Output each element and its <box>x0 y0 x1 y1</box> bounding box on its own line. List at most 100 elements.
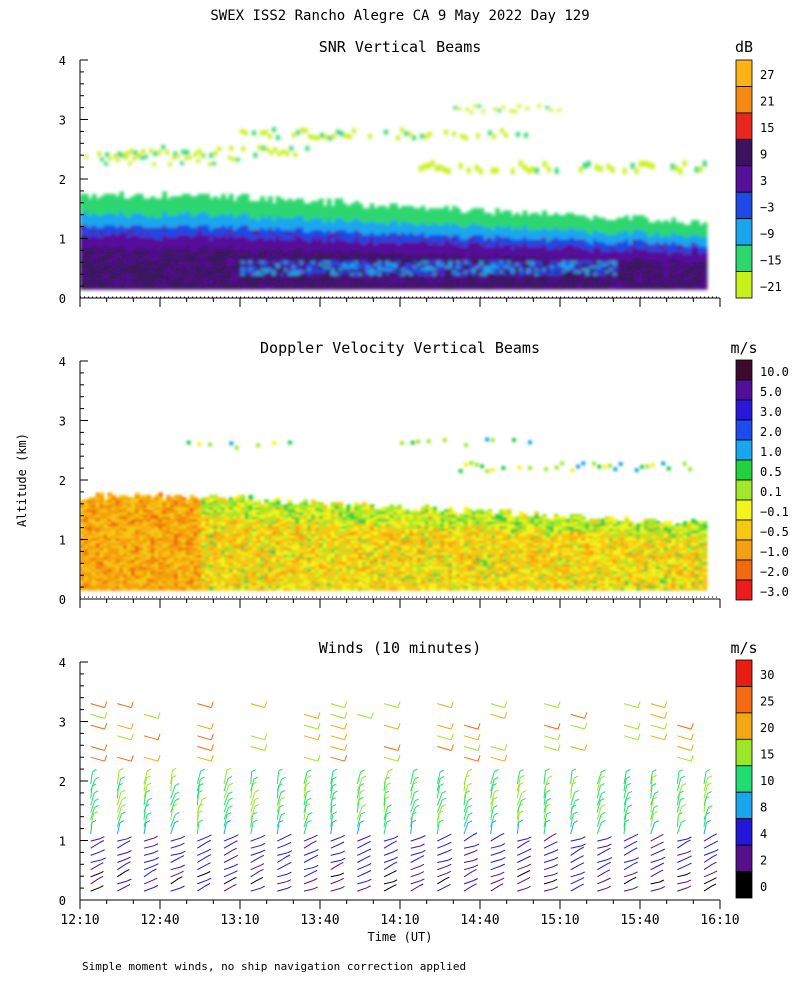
snr-cell <box>240 212 246 216</box>
snr-cell <box>436 212 442 216</box>
snr-cell <box>260 265 265 269</box>
snr-cell <box>201 277 207 281</box>
snr-cell <box>369 220 375 224</box>
snr-cell <box>158 208 163 212</box>
snr-cell <box>346 248 351 252</box>
snr-cell <box>303 234 308 238</box>
snr-cell <box>240 224 246 228</box>
snr-cell <box>542 212 547 216</box>
snr-field <box>80 104 708 290</box>
snr-cell <box>189 222 195 226</box>
snr-cell <box>530 222 536 226</box>
snr-cell <box>577 277 583 281</box>
snr-cell <box>287 198 293 202</box>
snr-cell <box>130 234 136 238</box>
snr-cell <box>185 234 191 238</box>
snr-cell <box>193 222 199 226</box>
snr-cell <box>589 258 594 262</box>
snr-cell <box>322 265 328 269</box>
snr-cell <box>620 232 626 235</box>
snr-cell <box>393 243 398 247</box>
snr-cell <box>550 277 555 281</box>
snr-cell <box>154 274 160 278</box>
snr-cell <box>130 208 136 212</box>
snr-cell <box>538 239 543 243</box>
snr-cell <box>127 253 132 257</box>
snr-cell <box>177 248 183 252</box>
snr-cell <box>127 229 132 233</box>
snr-cell <box>303 208 308 212</box>
snr-cell <box>585 222 590 226</box>
snr-cell <box>91 286 97 290</box>
snr-cell <box>95 198 101 202</box>
snr-cell <box>291 203 297 207</box>
snr-cell <box>119 198 124 202</box>
snr-cell <box>561 279 567 283</box>
snr-cell <box>444 232 449 235</box>
snr-cell <box>256 215 261 219</box>
snr-cell <box>134 229 140 233</box>
snr-cell <box>170 227 175 231</box>
snr-cell <box>244 262 250 266</box>
snr-cell <box>369 210 375 214</box>
snr-cell <box>585 281 590 285</box>
snr-cell <box>189 267 195 271</box>
snr-cell <box>600 248 606 252</box>
snr-cell <box>209 220 214 224</box>
snr-cell <box>338 258 344 262</box>
snr-cell <box>170 265 175 269</box>
snr-cell <box>174 260 179 264</box>
snr-cell <box>315 241 320 245</box>
snr-cell <box>350 205 355 209</box>
snr-cell <box>252 236 257 240</box>
snr-cell <box>444 208 449 212</box>
snr-cell <box>217 272 222 276</box>
snr-cell <box>181 267 187 271</box>
snr-cell <box>291 227 297 231</box>
snr-cell <box>522 248 528 252</box>
snr-cell <box>224 258 230 262</box>
snr-cell <box>534 255 539 259</box>
snr-cell <box>174 217 179 221</box>
snr-cell <box>311 210 316 214</box>
snr-cell <box>283 212 289 216</box>
snr-cell <box>495 281 500 285</box>
snr-cell <box>557 246 563 250</box>
snr-cell <box>573 279 579 283</box>
snr-cell <box>612 220 618 224</box>
snr-cell <box>401 222 406 226</box>
snr-cell <box>170 241 175 245</box>
snr-cell <box>397 279 402 283</box>
snr-cell <box>530 248 536 252</box>
snr-cell <box>154 210 160 214</box>
snr-cell <box>107 236 113 240</box>
snr-cell <box>326 232 332 235</box>
snr-cell <box>616 255 622 259</box>
snr-cell <box>103 246 109 250</box>
snr-cell <box>95 234 101 238</box>
snr-cell <box>514 272 520 276</box>
snr-cell <box>228 267 234 271</box>
snr-cell <box>252 281 257 285</box>
snr-cell <box>107 210 113 214</box>
snr-cell <box>330 220 336 224</box>
snr-cell <box>620 224 626 228</box>
snr-cell <box>487 212 492 216</box>
snr-cell <box>283 258 289 262</box>
snr-cell <box>385 229 391 233</box>
snr-cell <box>87 239 93 243</box>
snr-cell <box>409 262 414 266</box>
snr-cell <box>201 274 207 278</box>
snr-cell <box>322 284 328 288</box>
snr-cell <box>624 265 630 269</box>
snr-cell <box>181 274 187 278</box>
snr-cell <box>224 262 230 266</box>
snr-cell <box>491 229 496 233</box>
snr-cell <box>495 215 500 219</box>
snr-cell <box>608 220 614 224</box>
snr-cell <box>322 255 328 259</box>
snr-cell <box>322 286 328 290</box>
snr-cell <box>581 284 586 288</box>
snr-cell <box>600 258 606 262</box>
snr-cell <box>604 286 610 290</box>
